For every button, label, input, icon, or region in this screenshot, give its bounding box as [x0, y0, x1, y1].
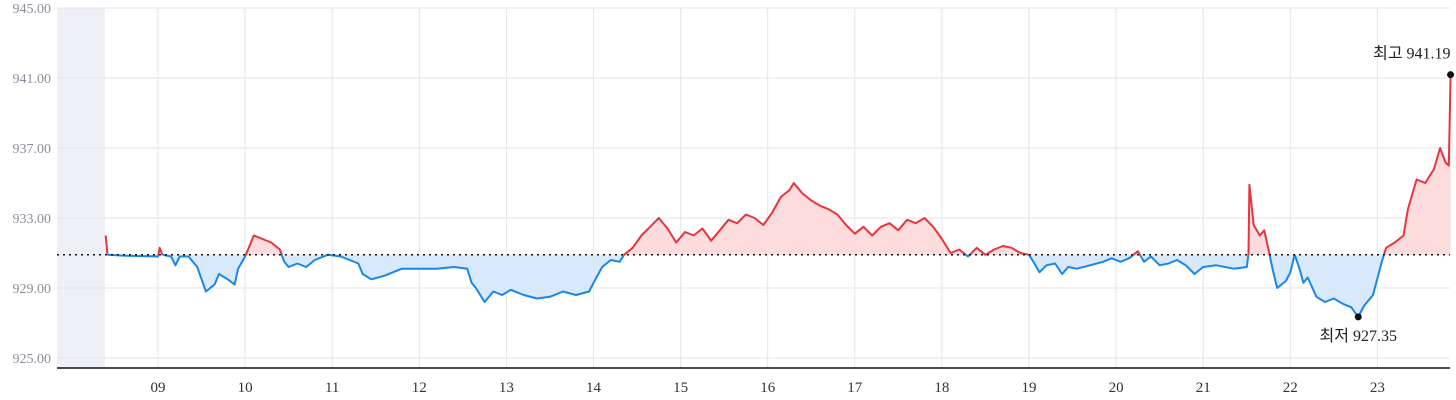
x-tick-label: 21 — [1196, 380, 1211, 396]
area-fill-down — [281, 254, 328, 267]
line-segment-down — [1268, 254, 1296, 289]
y-tick-labels: 925.00 929.00 933.00 937.00 941.00 945.00 — [13, 2, 52, 367]
line-segment-up — [157, 246, 164, 256]
line-segment-down — [162, 253, 247, 293]
line-segment-up — [104, 235, 109, 255]
line-segment-up — [969, 245, 1030, 256]
area-fill-up — [1383, 74, 1451, 255]
x-tick-label: 11 — [325, 380, 339, 396]
x-tick-label: 18 — [934, 380, 949, 396]
high-label: 최고 941.19 — [1373, 45, 1450, 63]
area-fill-up — [624, 183, 966, 255]
x-tick-label: 16 — [760, 380, 776, 396]
line-segment-up — [1132, 250, 1141, 256]
off-hours-band — [57, 8, 105, 368]
x-tick-label: 14 — [586, 380, 602, 396]
area-fill-down — [327, 254, 624, 302]
x-tick-label: 22 — [1283, 380, 1298, 396]
low-label: 최저 927.35 — [1320, 327, 1397, 345]
low-point-marker — [1354, 313, 1362, 321]
price-lines — [104, 74, 1452, 318]
line-segment-up — [623, 182, 967, 256]
area-fill-down — [1139, 254, 1249, 274]
y-tick-label: 941.00 — [13, 72, 52, 87]
x-tick-label: 09 — [151, 380, 166, 396]
x-tick-label: 12 — [412, 380, 427, 396]
x-tick-label: 23 — [1370, 380, 1385, 396]
x-gridlines — [157, 8, 1378, 368]
y-tick-label: 933.00 — [13, 212, 52, 227]
line-segment-down — [1293, 254, 1385, 318]
line-segment-down — [1139, 254, 1250, 275]
x-tick-labels: 09 10 11 12 13 14 15 16 17 18 19 20 21 22 23 — [151, 380, 1385, 396]
area-fill-down — [1029, 254, 1134, 274]
line-segment-up — [1247, 183, 1271, 256]
area-fill-up — [1248, 184, 1270, 255]
high-point-marker — [1447, 71, 1455, 79]
y-tick-label: 925.00 — [13, 352, 52, 367]
x-tick-label: 15 — [673, 380, 688, 396]
area-fill-down — [162, 254, 246, 292]
x-tick-label: 20 — [1109, 380, 1124, 396]
line-segment-up — [1382, 74, 1452, 256]
y-tick-label: 929.00 — [13, 282, 52, 297]
line-segment-down — [280, 253, 329, 268]
area-fill-up — [969, 246, 1029, 255]
y-tick-label: 945.00 — [13, 2, 52, 17]
area-fill-down — [1294, 254, 1384, 317]
x-tick-label: 17 — [847, 380, 863, 396]
line-segment-down — [1028, 254, 1135, 275]
line-segment-up — [244, 234, 283, 256]
x-tick-label: 19 — [1022, 380, 1037, 396]
y-tick-label: 937.00 — [13, 142, 52, 157]
x-tick-label: 13 — [499, 380, 514, 396]
line-segment-down — [327, 253, 625, 303]
y-gridlines — [57, 7, 1450, 359]
area-fill-up — [245, 235, 282, 255]
x-tick-label: 10 — [238, 380, 253, 396]
line-segment-down — [107, 253, 160, 258]
